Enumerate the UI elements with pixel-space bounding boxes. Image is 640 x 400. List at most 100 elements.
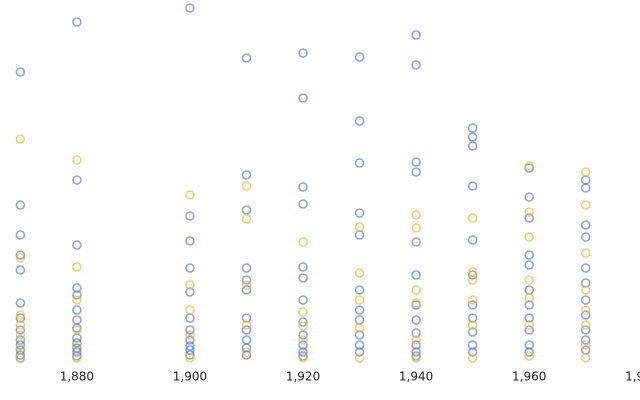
point [354,285,365,295]
point [580,183,591,193]
point [298,335,308,345]
point [411,157,421,167]
point [298,273,308,283]
point [185,313,195,323]
point [524,192,534,202]
point [467,123,478,133]
point [411,210,421,220]
point [298,48,308,58]
point [72,347,82,357]
point [72,305,82,315]
point [185,287,195,297]
point [72,295,82,305]
point [354,340,365,350]
point [298,340,308,350]
point [524,300,534,310]
point [524,313,534,323]
point [580,325,591,335]
point [354,208,365,218]
point [580,310,591,320]
point [524,325,534,335]
point [354,230,365,240]
point [15,298,26,308]
x-tick-label: 1,940 [399,370,433,384]
point [580,175,591,185]
point [15,325,26,335]
x-tick-label: 1,920 [286,370,320,384]
x-tick-label: 1,900 [173,370,207,384]
point [72,262,82,272]
point [241,347,252,357]
point [524,340,534,350]
point [354,268,365,278]
point [185,236,195,246]
point [298,237,308,247]
point [411,270,421,280]
point [298,262,308,272]
point [185,211,195,221]
point [241,350,252,360]
point [72,315,82,325]
point [241,53,252,63]
point [15,265,26,275]
point [524,351,534,361]
point [580,295,591,305]
point [15,340,26,350]
point [411,60,421,70]
point [241,170,252,180]
point [580,232,591,242]
point [524,213,534,223]
point [354,295,365,305]
point [411,285,421,295]
point [411,298,421,308]
point [467,320,478,330]
point [467,300,478,310]
point [524,232,534,242]
point [580,285,591,295]
point [15,330,26,340]
point [72,175,82,185]
point [354,158,365,168]
point [354,347,365,357]
point [72,283,82,293]
point [241,320,252,330]
point [15,134,26,144]
point [580,263,591,273]
point [467,347,478,357]
point [15,310,26,320]
point [411,167,421,177]
point [15,253,26,263]
point [15,250,26,260]
point [411,335,421,345]
point [185,3,195,13]
point [185,325,195,335]
point [185,350,195,360]
point [411,223,421,233]
point [580,320,591,330]
point [185,305,195,315]
point [524,347,534,357]
point [467,141,478,151]
point [467,353,478,363]
point [241,343,252,353]
point [72,353,82,363]
point [354,116,365,126]
point [298,93,308,103]
point [72,340,82,350]
point [185,353,195,363]
point [354,353,365,363]
point [15,67,26,77]
point [15,230,26,240]
point [241,325,252,335]
point [298,199,308,209]
point [467,235,478,245]
point [524,275,534,285]
point [15,343,26,353]
point [241,280,252,290]
point [298,330,308,340]
point [524,293,534,303]
point [241,285,252,295]
point [241,335,252,345]
point [72,17,82,27]
